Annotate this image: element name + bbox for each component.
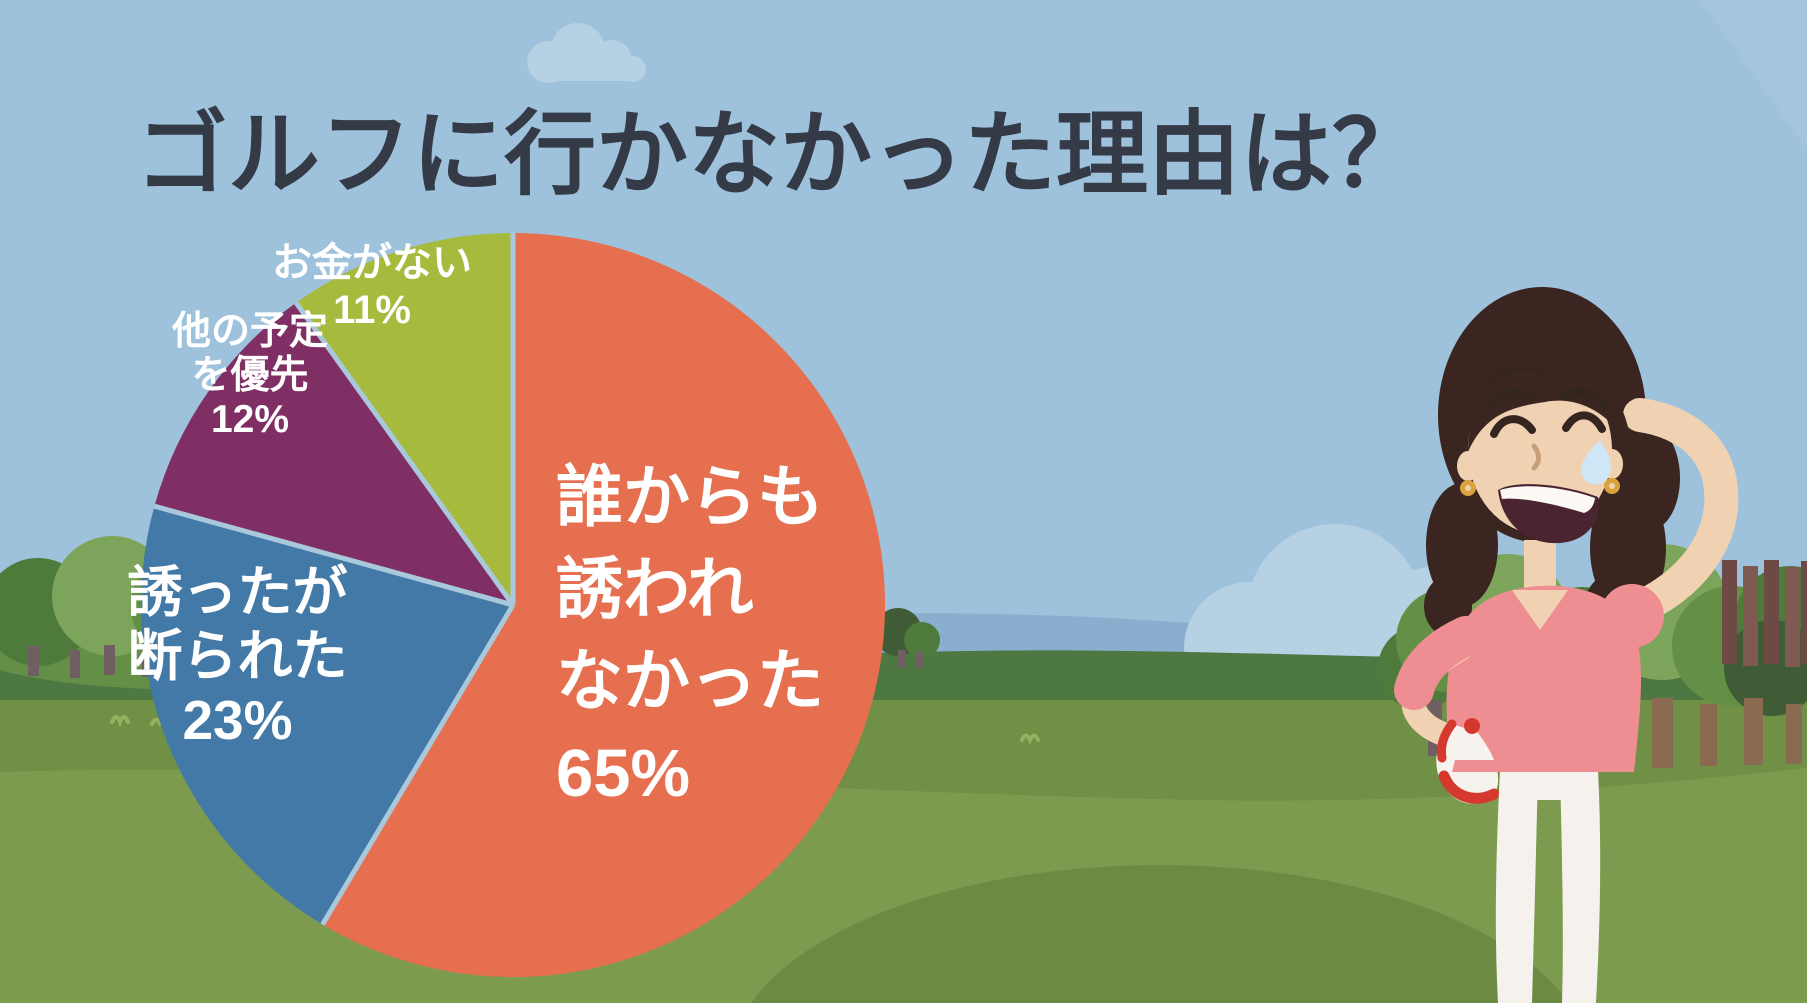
pie-label-other-plans: 他の予定 を優先 12% (100, 310, 400, 442)
label-percent: 12% (210, 398, 290, 441)
fence (1722, 560, 1807, 667)
right-eyebrow (1559, 387, 1609, 409)
pie-label-no-money: お金がない 11% (222, 240, 522, 334)
woman-left-sleeve (1394, 616, 1486, 710)
sky-light-streak (1700, 0, 1807, 150)
woman-shirt-hem (1452, 760, 1634, 772)
left-eye-closed (1490, 415, 1536, 438)
label-line: なかった (556, 644, 824, 719)
woman-vneck (1512, 590, 1568, 630)
label-percent: 23% (182, 689, 293, 751)
woman-raised-arm (1613, 398, 1739, 629)
woman-hair-fringe (1468, 354, 1632, 452)
pie-label-not-invited: 誰からも 誘われ なかった 65% (556, 452, 896, 820)
label-line: 他の予定 (171, 310, 328, 353)
woman-character (1394, 287, 1739, 1003)
right-eye-closed (1562, 411, 1606, 433)
woman-neck (1524, 540, 1556, 592)
woman-right-sleeve (1600, 584, 1664, 648)
page-title: ゴルフに行かなかった理由は？ (135, 104, 1424, 206)
pie-slice-divider (153, 503, 514, 608)
earring-right (1604, 478, 1620, 494)
small-cloud (527, 23, 646, 83)
label-line: 誰からも (556, 460, 824, 535)
nose (1531, 443, 1541, 471)
left-eyebrow (1487, 388, 1537, 409)
pie-slice-3 (296, 233, 513, 605)
woman-face (1457, 354, 1632, 544)
label-line: お金がない (272, 241, 472, 285)
pie-slice-1 (141, 506, 513, 925)
label-percent: 65% (556, 736, 691, 811)
label-percent: 11% (333, 288, 411, 332)
pie-slice-0 (322, 233, 886, 978)
forehead-crease (1485, 365, 1547, 383)
earring-left (1460, 480, 1476, 496)
tear-drop (1581, 440, 1611, 485)
label-line: 誘ったが (127, 561, 348, 623)
label-line: 断られた (127, 625, 348, 687)
woman-shirt (1446, 585, 1641, 772)
pie-chart (141, 233, 886, 978)
bush (874, 608, 940, 668)
pie-slice-divider (320, 603, 516, 926)
woman-pants (1495, 770, 1601, 1003)
field-shadow-mound (751, 865, 1569, 1003)
pie-label-invited-refused: 誘ったが 断られた 23% (60, 560, 415, 752)
label-line: を優先 (191, 354, 309, 397)
teeth (1500, 486, 1595, 513)
grass-tufts (110, 715, 1040, 745)
pie-slice-divider (294, 301, 516, 607)
label-line: 誘われ (556, 552, 754, 627)
woman-left-ear (1457, 451, 1479, 481)
